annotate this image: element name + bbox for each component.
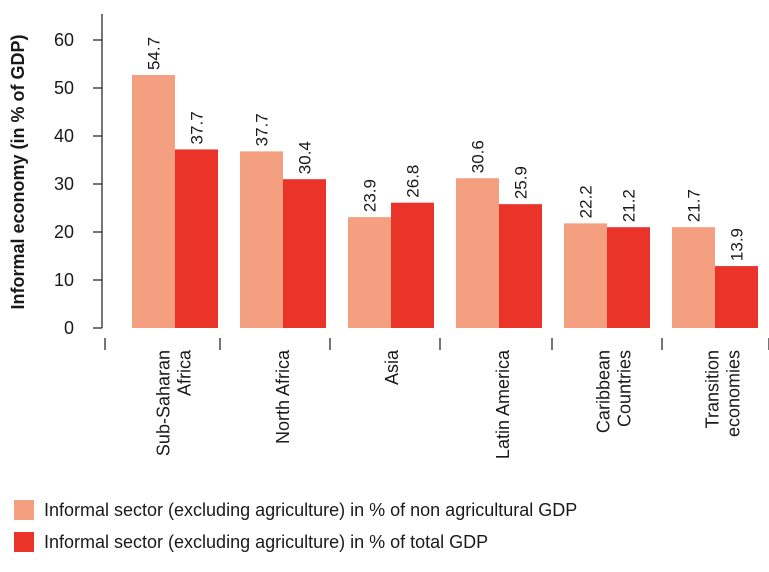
x-tick-label: Asia	[382, 349, 402, 385]
bar	[499, 204, 542, 328]
data-label: 26.8	[404, 165, 423, 198]
data-label: 30.6	[469, 140, 488, 173]
legend-item-series-2: Informal sector (excluding agriculture) …	[14, 526, 577, 558]
x-tick-label: economies	[724, 350, 744, 437]
x-tick-label: Transition	[703, 350, 723, 428]
y-tick-label: 10	[54, 270, 74, 290]
bar	[391, 202, 434, 328]
x-tick-label: Latin America	[493, 349, 513, 459]
legend: Informal sector (excluding agriculture) …	[14, 494, 577, 558]
bar	[283, 179, 326, 328]
bar	[607, 227, 650, 328]
y-tick-label: 40	[54, 126, 74, 146]
y-tick-label: 30	[54, 174, 74, 194]
bar	[348, 217, 391, 328]
data-label: 21.7	[685, 189, 704, 222]
bar	[240, 151, 283, 328]
legend-label-series-2: Informal sector (excluding agriculture) …	[44, 531, 489, 552]
data-label: 54.7	[145, 37, 164, 70]
x-tick-label: Sub-Saharan	[154, 350, 174, 456]
bar	[456, 178, 499, 328]
x-tick-label: Caribbean	[594, 350, 614, 433]
data-label: 22.2	[577, 185, 596, 218]
x-tick-label: Countries	[615, 350, 635, 427]
y-tick-label: 50	[54, 78, 74, 98]
bar	[672, 227, 715, 328]
bar	[564, 223, 607, 328]
legend-label-series-1: Informal sector (excluding agriculture) …	[44, 499, 578, 520]
data-label: 23.9	[361, 179, 380, 212]
bar	[715, 266, 758, 328]
data-label: 37.7	[253, 113, 272, 146]
data-label: 25.9	[512, 166, 531, 199]
x-tick-label: North Africa	[273, 349, 293, 444]
x-tick-label: Africa	[175, 349, 195, 396]
y-axis-title: Informal economy (in % of GDP)	[8, 34, 28, 309]
bar	[175, 149, 218, 328]
data-label: 37.7	[188, 111, 207, 144]
y-tick-label: 60	[54, 30, 74, 50]
y-tick-label: 20	[54, 222, 74, 242]
data-label: 30.4	[296, 141, 315, 174]
data-label: 21.2	[620, 189, 639, 222]
legend-swatch-series-1	[14, 500, 34, 520]
bar	[132, 75, 175, 328]
y-tick-label: 0	[64, 318, 74, 338]
legend-item-series-1: Informal sector (excluding agriculture) …	[14, 494, 577, 526]
data-label: 13.9	[728, 228, 747, 261]
bar-chart: 0 10 20 30 40 50 60 Informal economy (in % of G…	[8, 14, 769, 459]
legend-swatch-series-2	[14, 532, 34, 552]
